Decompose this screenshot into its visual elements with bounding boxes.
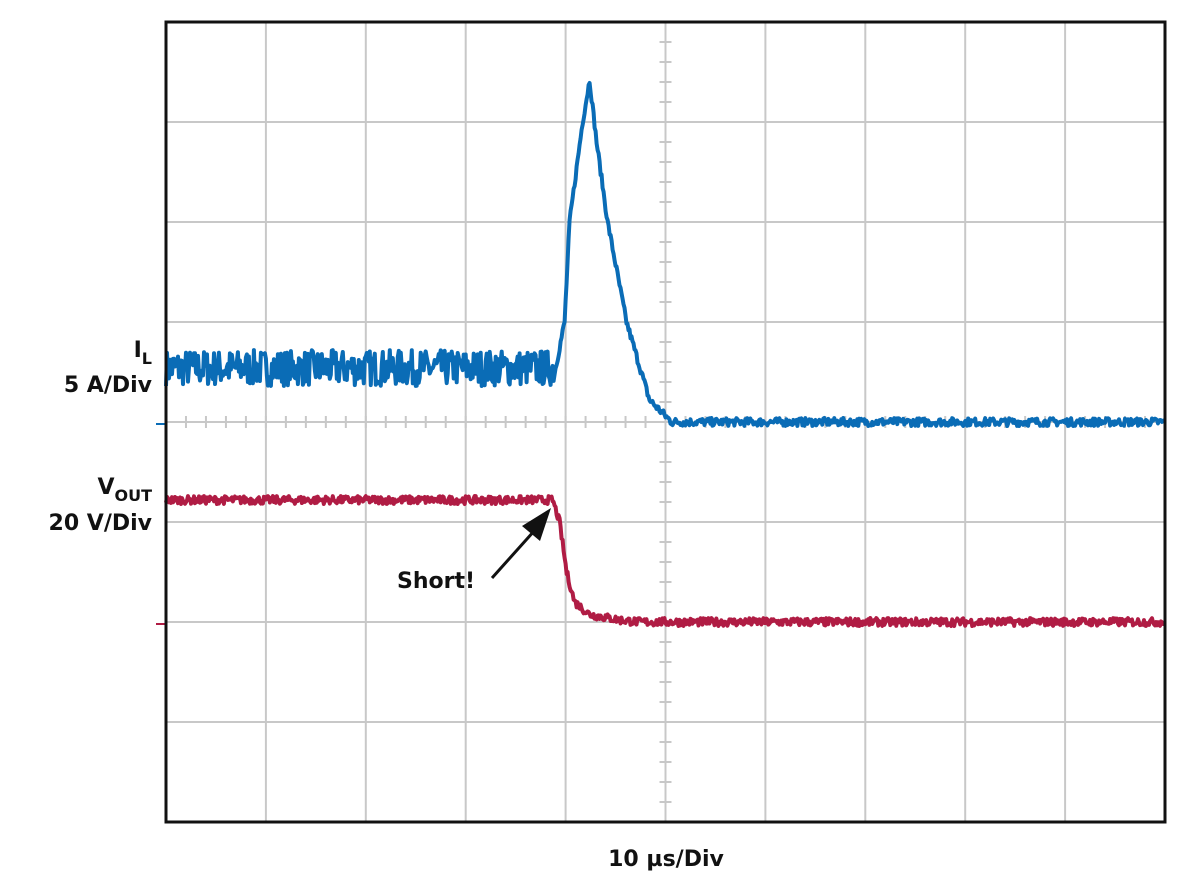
vout-trace bbox=[164, 494, 1167, 628]
il-scale-label: 5 A/Div bbox=[64, 373, 153, 398]
short-annotation: Short! bbox=[397, 569, 475, 594]
vout-label: VOUT bbox=[97, 475, 152, 505]
vout-scale-label: 20 V/Div bbox=[49, 511, 153, 536]
traces bbox=[156, 81, 1167, 628]
plot-frame bbox=[164, 20, 1167, 824]
short-arrow bbox=[490, 508, 551, 580]
x-axis-label: 10 µs/Div bbox=[608, 847, 724, 872]
il-trace bbox=[164, 81, 1167, 428]
il-label: IL bbox=[134, 338, 152, 368]
